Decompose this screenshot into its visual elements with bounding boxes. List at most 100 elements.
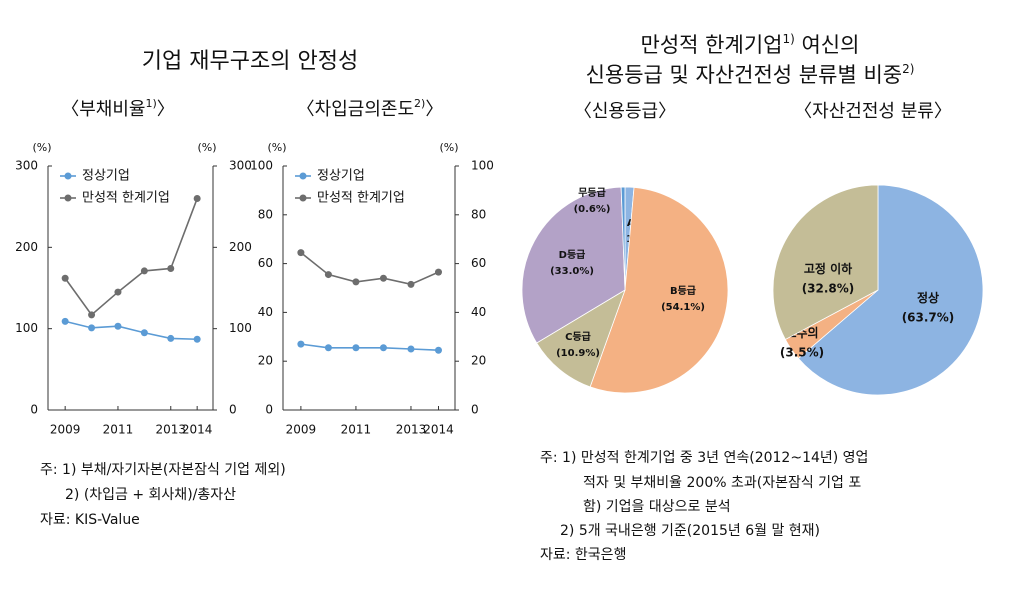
pie-slice <box>521 186 626 344</box>
y-tick-label: 0 <box>265 403 273 417</box>
point <box>379 344 387 352</box>
right-title-line2: 신용등급 및 자산건전성 분류별 비중2) <box>586 62 915 88</box>
slice-value-label: (63.7%) <box>902 310 955 324</box>
y2-unit: (%) <box>197 141 216 154</box>
y2-tick-label: 100 <box>471 159 494 173</box>
chart-title-text: 〉 <box>425 99 443 120</box>
note: 2) 5개 국내은행 기준(2015년 6월 말 현재) <box>560 523 820 539</box>
pie-slice <box>620 186 626 291</box>
slice-label: 정상 <box>917 290 939 305</box>
chart-title-text: 〈부채비율 <box>61 99 145 120</box>
slice-label: C등급 <box>565 331 591 343</box>
y-tick-label: 300 <box>15 159 38 173</box>
right-title-sup: 2) <box>902 62 914 76</box>
point <box>324 344 332 352</box>
slice-value-label: (3.5%) <box>780 345 824 359</box>
y2-tick-label: 0 <box>471 403 479 417</box>
series-line <box>64 320 198 341</box>
point <box>167 334 175 342</box>
x-tick-label: 2009 <box>286 423 317 437</box>
slice-label: D등급 <box>559 249 586 261</box>
chart-title-text: 〉 <box>157 99 175 120</box>
x-tick-label: 2011 <box>341 423 372 437</box>
y2-tick-label: 80 <box>471 207 486 221</box>
y-tick-label: 200 <box>15 240 38 254</box>
left-title: 기업 재무구조의 안정성 <box>142 49 358 74</box>
slice-value-label: (33.0%) <box>550 266 594 277</box>
series-line <box>300 343 439 352</box>
point <box>61 317 69 325</box>
legend-label: 정상기업 <box>82 169 130 184</box>
chart-title-sup: 2) <box>414 97 425 110</box>
y2-tick-label: 40 <box>471 305 486 319</box>
slice-label: 고정 이하 <box>804 261 852 276</box>
x-tick-label: 2013 <box>396 423 427 437</box>
x-tick-label: 2009 <box>50 423 81 437</box>
note: 주: 1) 만성적 한계기업 중 3년 연속(2012~14년) 영업 <box>540 450 868 466</box>
slice-value-label: (0.6%) <box>574 204 611 215</box>
y-tick-label: 20 <box>258 354 273 368</box>
pie-slice <box>536 289 626 388</box>
legend-marker <box>64 194 72 202</box>
right-title-text: 신용등급 및 자산건전성 분류별 비중 <box>586 63 903 87</box>
point <box>297 340 305 348</box>
pie-slice <box>797 184 984 396</box>
right-title-line1: 만성적 한계기업1) 여신의 <box>641 32 860 58</box>
y2-tick-label: 200 <box>229 240 252 254</box>
y-tick-label: 0 <box>30 403 38 417</box>
y2-unit: (%) <box>439 141 458 154</box>
y2-tick-label: 20 <box>471 354 486 368</box>
point <box>114 288 122 296</box>
y-tick-label: 100 <box>250 159 273 173</box>
legend-marker <box>64 172 72 180</box>
y-tick-label: 100 <box>15 321 38 335</box>
source: 자료: KIS-Value <box>40 512 140 528</box>
legend-marker <box>299 194 307 202</box>
note: 함) 기업을 대상으로 분석 <box>583 499 731 515</box>
point <box>407 280 415 288</box>
x-tick-label: 2014 <box>182 423 213 437</box>
y2-tick-label: 60 <box>471 256 486 270</box>
y2-tick-label: 0 <box>229 403 237 417</box>
x-tick-label: 2013 <box>155 423 186 437</box>
y-unit: (%) <box>32 141 51 154</box>
x-tick-label: 2011 <box>103 423 134 437</box>
chart-title: 〈부채비율1)〉 <box>61 97 175 121</box>
point <box>379 274 387 282</box>
point <box>88 324 96 332</box>
y-tick-label: 60 <box>258 256 273 270</box>
y2-tick-label: 100 <box>229 321 252 335</box>
legend-label: 만성적 한계기업 <box>82 191 170 206</box>
point <box>434 346 442 354</box>
source: 자료: 한국은행 <box>540 547 626 563</box>
pie-slice <box>772 184 879 340</box>
chart-title: 〈자산건전성 분류〉 <box>794 101 952 122</box>
right-title-text: 만성적 한계기업 <box>641 33 783 57</box>
y-tick-label: 40 <box>258 305 273 319</box>
legend-marker <box>299 172 307 180</box>
point <box>193 195 201 203</box>
chart-title-text: 〈차입금의존도 <box>297 99 414 120</box>
point <box>297 249 305 257</box>
point <box>193 335 201 343</box>
point <box>88 311 96 319</box>
slice-value-label: (32.8%) <box>802 281 855 295</box>
point <box>140 267 148 275</box>
chart-title-sup: 1) <box>145 97 156 110</box>
chart-title: 〈신용등급〉 <box>574 101 676 122</box>
y-tick-label: 80 <box>258 207 273 221</box>
series-line <box>64 198 198 317</box>
pie-slice <box>589 186 729 394</box>
note: 주: 1) 부채/자기자본(자본잠식 기업 제외) <box>40 462 286 478</box>
point <box>407 345 415 353</box>
right-title-text: 여신의 <box>795 33 860 57</box>
slice-value-label: (54.1%) <box>661 302 705 313</box>
point <box>324 271 332 279</box>
point <box>61 274 69 282</box>
legend-label: 정상기업 <box>317 169 365 184</box>
slice-label: B등급 <box>670 285 696 297</box>
point <box>167 264 175 272</box>
point <box>352 344 360 352</box>
slice-label: 무등급 <box>578 187 606 199</box>
